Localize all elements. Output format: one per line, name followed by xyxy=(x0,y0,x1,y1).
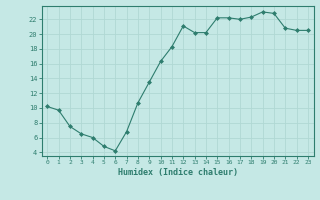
X-axis label: Humidex (Indice chaleur): Humidex (Indice chaleur) xyxy=(118,168,237,177)
